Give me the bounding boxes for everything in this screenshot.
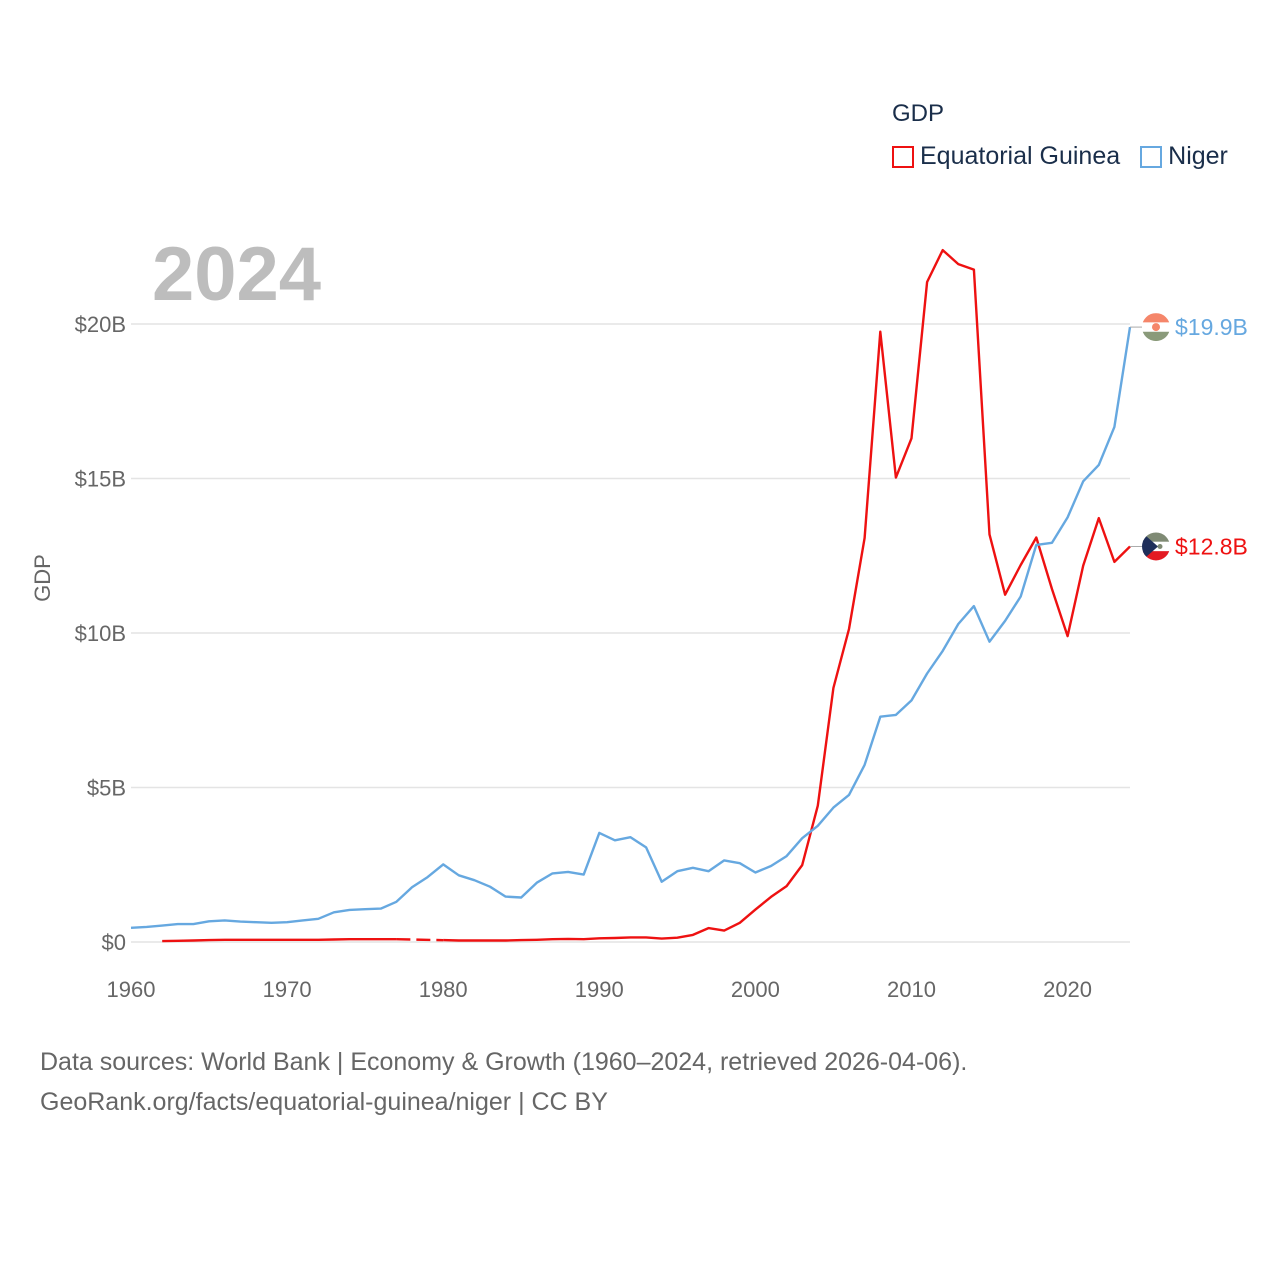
equatorial-guinea-flag-icon (1142, 532, 1170, 561)
x-tick-label: 2020 (1043, 977, 1092, 1002)
y-tick-label: $5B (87, 776, 126, 801)
series-gap-equatorial-guinea (396, 938, 444, 942)
end-value-label-equatorial-guinea: $12.8B (1175, 533, 1248, 559)
footer-link[interactable]: GeoRank.org/facts/equatorial-guinea/nige… (40, 1088, 608, 1116)
niger-flag-band-bottom (1142, 331, 1170, 342)
y-axis-title: GDP (30, 554, 55, 602)
legend-label-equatorial-guinea: Equatorial Guinea (920, 142, 1121, 170)
eg-flag-emblem (1157, 543, 1163, 549)
x-tick-label: 2010 (887, 977, 936, 1002)
footer: Data sources: World Bank | Economy & Gro… (40, 1042, 967, 1122)
series-line-equatorial-guinea (162, 248, 1131, 943)
legend-label-niger: Niger (1168, 142, 1228, 170)
x-tick-label: 1970 (263, 977, 312, 1002)
y-tick-label: $20B (75, 312, 126, 337)
legend-swatch-niger (1140, 145, 1163, 168)
y-tick-label: $10B (75, 621, 126, 646)
niger-flag-icon (1142, 313, 1170, 342)
legend-item-equatorial-guinea[interactable]: Equatorial Guinea (892, 142, 1120, 171)
year-watermark: 2024 (152, 232, 321, 317)
x-tick-label: 1990 (575, 977, 624, 1002)
end-value-label-niger: $19.9B (1175, 314, 1248, 340)
legend: Equatorial Guinea Niger (892, 142, 1248, 171)
x-tick-label: 2000 (731, 977, 780, 1002)
eg-flag-triangle (1142, 532, 1158, 561)
legend-title: GDP (892, 100, 945, 127)
x-tick-label: 1980 (419, 977, 468, 1002)
legend-swatch-equatorial-guinea (892, 145, 914, 168)
y-tick-label: $15B (75, 467, 126, 492)
niger-flag-sun (1152, 323, 1160, 332)
x-tick-label: 1960 (107, 977, 156, 1002)
legend-item-niger[interactable]: Niger (1140, 142, 1228, 171)
footer-sources: Data sources: World Bank | Economy & Gro… (40, 1048, 968, 1076)
y-tick-label: $0 (102, 930, 126, 955)
series-line-niger (130, 326, 1132, 929)
eg-flag-band-top (1142, 532, 1170, 542)
niger-flag-band-top (1142, 313, 1170, 323)
eg-flag-band-bottom (1142, 551, 1170, 561)
